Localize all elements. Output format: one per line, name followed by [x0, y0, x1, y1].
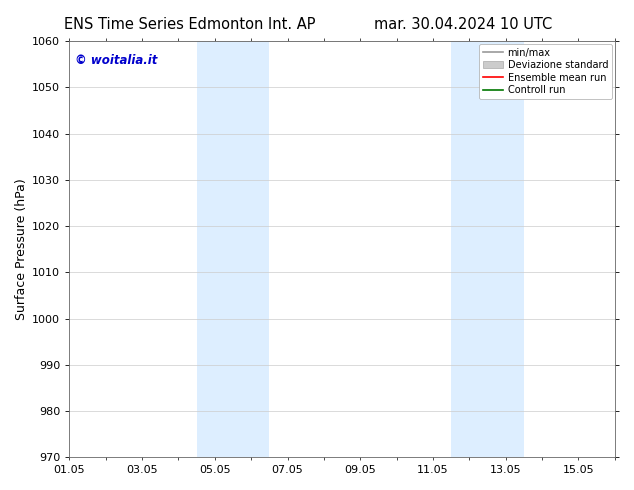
Text: © woitalia.it: © woitalia.it	[75, 53, 157, 67]
Text: ENS Time Series Edmonton Int. AP: ENS Time Series Edmonton Int. AP	[65, 17, 316, 32]
Y-axis label: Surface Pressure (hPa): Surface Pressure (hPa)	[15, 178, 28, 320]
Bar	[197, 41, 269, 457]
Bar	[451, 41, 524, 457]
Legend: min/max, Deviazione standard, Ensemble mean run, Controll run: min/max, Deviazione standard, Ensemble m…	[479, 44, 612, 99]
Text: mar. 30.04.2024 10 UTC: mar. 30.04.2024 10 UTC	[373, 17, 552, 32]
